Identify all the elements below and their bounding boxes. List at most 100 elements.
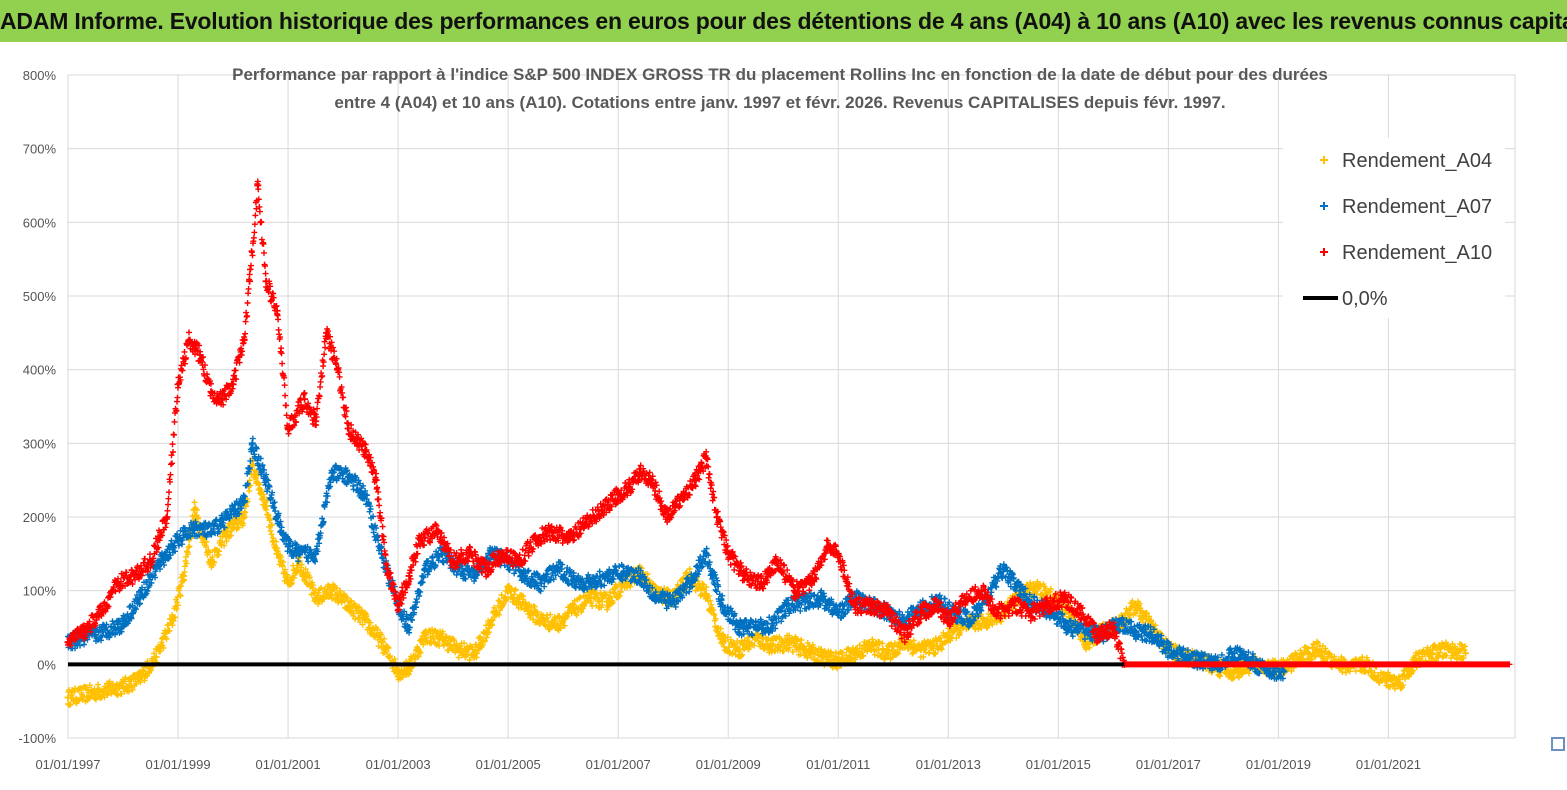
data-point: [416, 535, 424, 543]
series-rendement-a07: [64, 435, 1288, 682]
data-point: [664, 513, 672, 521]
x-tick-label: 01/01/2017: [1136, 757, 1201, 772]
data-point: [405, 624, 413, 631]
data-point: [757, 579, 765, 587]
data-point: [246, 277, 254, 285]
y-tick-label: 500%: [23, 289, 57, 304]
data-point: [262, 277, 270, 285]
data-point: [768, 642, 776, 650]
data-point: [455, 565, 463, 573]
data-point: [554, 565, 562, 573]
data-point: [97, 609, 105, 617]
data-point: [207, 388, 215, 396]
series-rendement-a10-tail: [1121, 661, 1513, 668]
data-point: [785, 638, 793, 646]
data-point: [735, 624, 743, 631]
report-banner: ADAM Informe. Evolution historique des p…: [0, 0, 1567, 42]
data-point: [361, 616, 369, 624]
data-point: [614, 491, 622, 499]
x-tick-label: 01/01/2019: [1246, 757, 1311, 772]
data-point: [647, 476, 655, 484]
data-point: [790, 587, 798, 595]
y-tick-label: 200%: [23, 510, 57, 525]
data-point: [515, 557, 523, 565]
data-point: [735, 646, 743, 654]
data-point: [422, 631, 430, 639]
y-tick-label: 300%: [23, 436, 57, 451]
data-point: [136, 594, 144, 602]
data-point: [169, 616, 177, 624]
legend-label-zero-line: 0,0%: [1342, 288, 1388, 310]
data-point: [449, 557, 457, 565]
performance-chart: -100% 0% 100% 200% 300% 400% 500% 600% 700% 800% 0…: [18, 65, 1516, 772]
data-point: [917, 646, 925, 654]
data-point: [1016, 587, 1024, 595]
data-point: [1379, 675, 1387, 683]
x-tick-label: 01/01/1999: [145, 757, 210, 772]
data-point: [603, 572, 611, 580]
data-point: [196, 351, 204, 359]
data-point: [691, 476, 699, 484]
data-point: [488, 616, 496, 624]
data-point: [537, 579, 545, 587]
data-point: [724, 550, 732, 558]
data-point: [917, 609, 925, 617]
y-tick-label: -100%: [18, 731, 56, 746]
data-point: [570, 576, 578, 584]
data-point: [867, 601, 875, 609]
data-point: [521, 572, 529, 580]
data-point: [92, 631, 100, 639]
data-point: [768, 620, 776, 628]
data-point: [801, 646, 809, 654]
data-point: [581, 520, 589, 528]
y-tick-label: 0%: [37, 657, 56, 672]
data-point: [950, 627, 958, 635]
data-point: [1181, 653, 1189, 661]
data-point: [1032, 583, 1040, 591]
data-point: [900, 616, 908, 624]
data-point: [163, 513, 171, 521]
data-point: [1093, 631, 1101, 639]
legend-label-rendement-a10: Rendement_A10: [1342, 242, 1492, 264]
data-point: [818, 594, 826, 602]
data-point: [345, 472, 353, 480]
data-point: [254, 182, 262, 189]
data-point: [653, 594, 661, 602]
data-point: [422, 565, 430, 573]
data-point: [1131, 627, 1139, 635]
data-point: [147, 557, 155, 565]
data-point: [884, 649, 892, 657]
data-point: [180, 572, 188, 580]
data-point: [323, 329, 331, 337]
data-point: [224, 513, 232, 521]
series-marker-cloud: [65, 435, 1287, 682]
data-point: [499, 550, 507, 558]
data-point: [1445, 646, 1453, 654]
data-point: [570, 605, 578, 613]
data-point: [185, 336, 193, 344]
data-point: [471, 572, 479, 580]
data-point: [361, 447, 369, 455]
data-point: [603, 598, 611, 606]
data-point: [686, 579, 694, 587]
data-point: [273, 307, 281, 315]
x-tick-label: 01/01/2005: [476, 757, 541, 772]
data-point: [345, 425, 353, 433]
data-point: [169, 542, 177, 550]
report-title: ADAM Informe. Evolution historique des p…: [0, 8, 1567, 34]
legend-marker-rendement-a04: [1320, 156, 1328, 164]
data-point: [933, 642, 941, 650]
data-point: [1082, 638, 1090, 646]
data-point: [248, 439, 256, 447]
data-point: [625, 484, 633, 492]
resize-handle-bottom-right[interactable]: [1551, 737, 1565, 751]
data-point: [1010, 601, 1018, 609]
data-point: [328, 469, 336, 477]
data-point: [807, 579, 815, 587]
data-point: [944, 616, 952, 624]
data-point: [284, 542, 292, 550]
data-point: [119, 620, 127, 628]
data-point: [433, 528, 441, 536]
data-point: [438, 550, 446, 558]
data-point: [295, 550, 303, 558]
